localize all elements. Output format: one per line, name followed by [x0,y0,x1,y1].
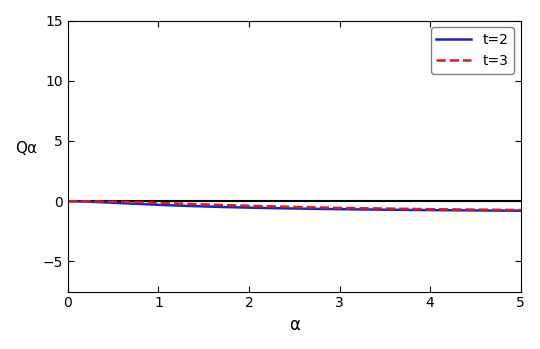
Legend: t=2, t=3: t=2, t=3 [431,28,514,74]
t=2 [509,209,515,213]
Line: t=2: t=2 [68,201,521,211]
t=3 [258,204,265,208]
t=3 [143,200,150,205]
X-axis label: α: α [289,316,300,334]
t=3 [517,208,524,212]
t=3 [117,200,123,204]
t=3 [238,203,245,208]
t=2 [258,206,265,210]
t=2 [517,209,524,213]
t=2 [65,199,71,203]
t=2 [117,201,123,205]
t=3 [509,208,515,212]
t=3 [460,207,466,211]
t=2 [460,208,466,213]
Line: t=3: t=3 [68,201,521,210]
t=3 [65,199,71,203]
t=2 [143,202,150,206]
Y-axis label: Qα: Qα [15,141,37,156]
t=2 [238,205,245,209]
